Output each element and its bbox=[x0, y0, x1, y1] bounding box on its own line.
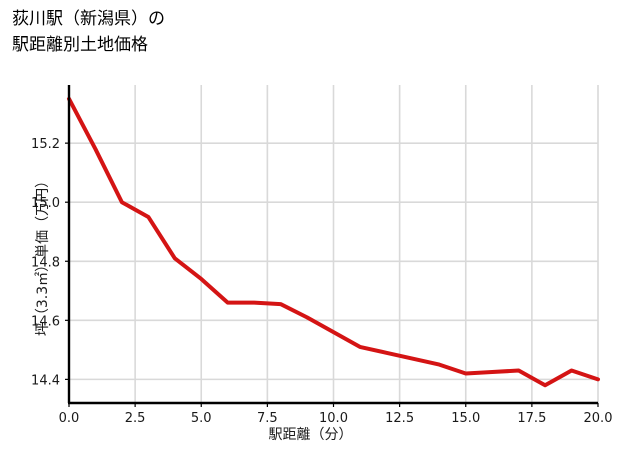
data-series-line bbox=[67, 96, 600, 388]
x-tick-label: 5.0 bbox=[191, 411, 212, 426]
y-tick-label: 14.8 bbox=[31, 255, 60, 270]
x-tick-label: 0.0 bbox=[59, 411, 80, 426]
y-tick-label: 15.0 bbox=[31, 196, 60, 211]
x-tick-label: 10.0 bbox=[319, 411, 348, 426]
x-tick-label: 15.0 bbox=[451, 411, 480, 426]
page-title: 荻川駅（新潟県）の 駅距離別土地価格 bbox=[12, 9, 165, 55]
y-tick-label: 14.4 bbox=[31, 373, 60, 388]
y-axis-ticks: 14.4 14.6 14.8 15.0 15.2 bbox=[31, 137, 69, 388]
x-tick-label: 7.5 bbox=[257, 411, 278, 426]
y-tick-label: 15.2 bbox=[31, 137, 60, 152]
x-axis-ticks: 0.0 2.5 5.0 7.5 10.0 12.5 15.0 17.5 20.0 bbox=[59, 403, 613, 426]
x-tick-label: 17.5 bbox=[517, 411, 546, 426]
x-tick-label: 2.5 bbox=[125, 411, 146, 426]
x-axis-label: 駅距離（分） bbox=[268, 427, 353, 443]
x-tick-label: 20.0 bbox=[584, 411, 613, 426]
y-tick-label: 14.6 bbox=[31, 314, 60, 329]
gridlines-group bbox=[68, 85, 599, 403]
x-tick-label: 12.5 bbox=[385, 411, 414, 426]
y-axis-label: 坪（3.3㎡）単価（万円） bbox=[35, 173, 51, 337]
